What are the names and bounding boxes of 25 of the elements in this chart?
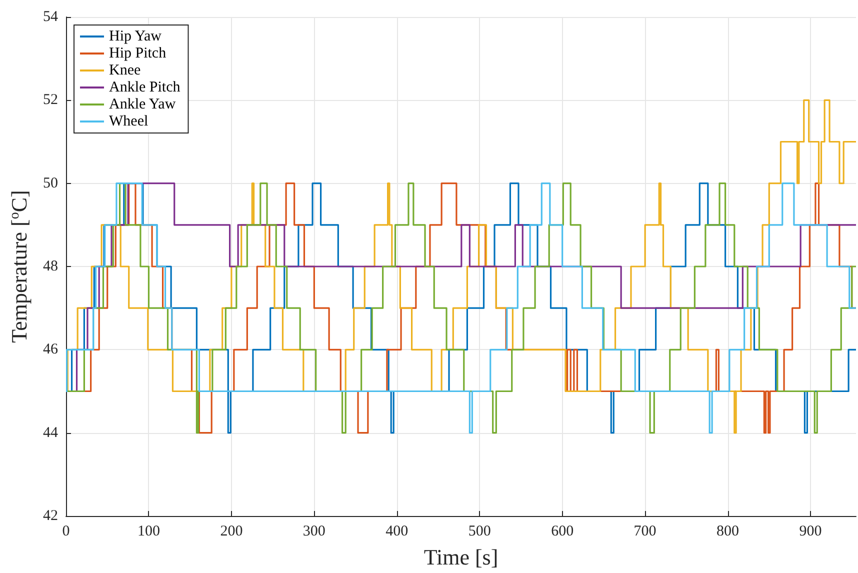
x-tick-label: 700: [634, 524, 656, 540]
legend-label: Ankle Yaw: [109, 96, 176, 112]
legend-label: Ankle Pitch: [109, 80, 181, 96]
legend-label: Wheel: [109, 114, 148, 130]
x-tick-label: 600: [551, 524, 574, 540]
x-tick-label: 100: [137, 524, 160, 540]
x-tick-label: 400: [386, 524, 408, 540]
x-tick-label: 500: [468, 524, 491, 540]
x-tick-label: 0: [62, 524, 70, 540]
legend-label: Knee: [109, 62, 141, 78]
y-tick-label: 46: [43, 342, 58, 358]
legend-label: Hip Pitch: [109, 46, 167, 62]
x-tick-label: 800: [716, 524, 740, 540]
y-tick-label: 44: [43, 424, 58, 441]
legend-label: Hip Yaw: [109, 28, 162, 44]
y-tick-label: 48: [43, 258, 58, 274]
y-tick-label: 42: [43, 508, 58, 524]
x-tick-label: 200: [220, 524, 243, 540]
x-axis-title: Time [s]: [424, 544, 498, 570]
y-tick-label: 54: [43, 9, 58, 25]
x-tick-label: 900: [799, 524, 822, 540]
y-tick-label: 52: [43, 92, 58, 108]
y-axis-title: Temperature [oC]: [6, 190, 32, 343]
x-tick-label: 300: [302, 524, 326, 540]
y-tick-label: 50: [43, 175, 58, 192]
